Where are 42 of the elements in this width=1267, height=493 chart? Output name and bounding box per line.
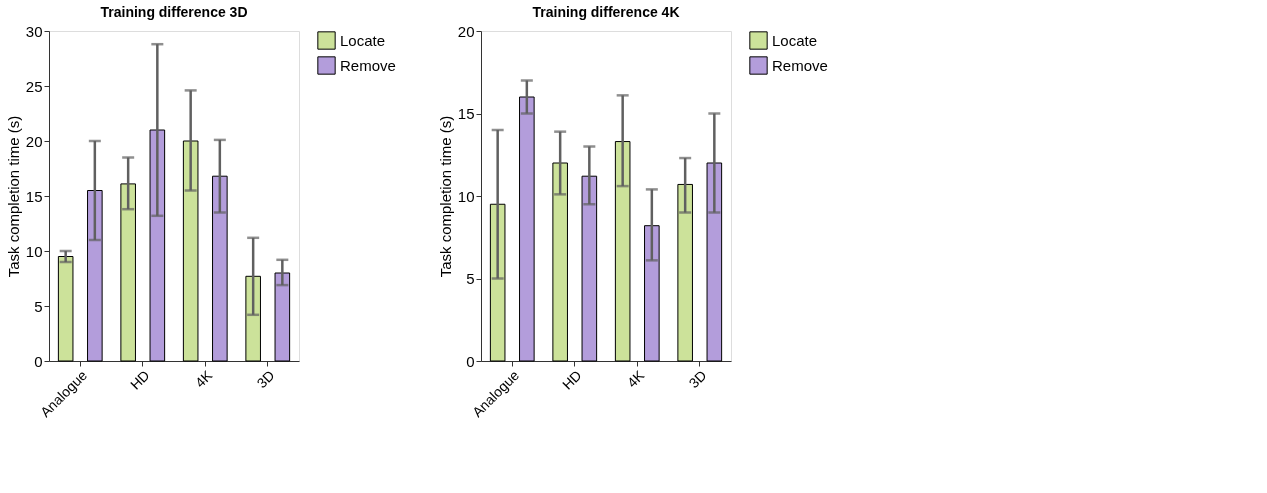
bar (581, 175, 598, 362)
y-axis-title: Task completion time (s) (436, 115, 454, 278)
legend-label: Locate (340, 31, 386, 49)
x-tick-label: HD (127, 367, 153, 393)
x-tick-label: 3D (685, 367, 710, 392)
y-tick-label: 25 (25, 77, 43, 95)
y-tick-label: 10 (457, 187, 475, 205)
x-tick-label: 4K (623, 366, 648, 391)
bar (519, 96, 535, 362)
legend-label: Remove (772, 56, 828, 74)
y-tick-label: 15 (25, 187, 43, 205)
x-tick-label: 4K (191, 366, 216, 391)
legend-label: Locate (772, 31, 818, 49)
y-tick-label: 15 (457, 105, 475, 122)
bar (57, 256, 74, 362)
y-tick-label: 5 (34, 297, 43, 315)
y-tick-label: 0 (466, 352, 475, 370)
y-tick-label: 10 (25, 242, 43, 260)
bar (245, 275, 261, 362)
bar (87, 190, 103, 362)
bar (644, 225, 660, 362)
legend-label: Remove (340, 56, 396, 74)
bar (212, 175, 228, 362)
bar (120, 183, 136, 362)
bar (552, 162, 568, 362)
chart-title: Training difference 4K (532, 4, 680, 20)
x-tick-label: 3D (253, 367, 278, 392)
bar (182, 140, 199, 362)
bar (614, 141, 631, 362)
y-tick-label: 30 (25, 22, 43, 40)
bar (489, 203, 506, 362)
y-tick-label: 5 (466, 270, 475, 287)
bar (677, 183, 693, 362)
y-tick-label: 20 (25, 132, 43, 150)
chart-title: Training difference 3D (100, 4, 248, 20)
x-tick-label: HD (559, 367, 585, 393)
bar (274, 272, 291, 362)
bar (706, 162, 723, 362)
y-tick-label: 0 (34, 352, 43, 370)
y-axis-title: Task completion time (s) (4, 115, 22, 278)
bar (149, 129, 166, 362)
y-tick-label: 20 (457, 22, 475, 40)
